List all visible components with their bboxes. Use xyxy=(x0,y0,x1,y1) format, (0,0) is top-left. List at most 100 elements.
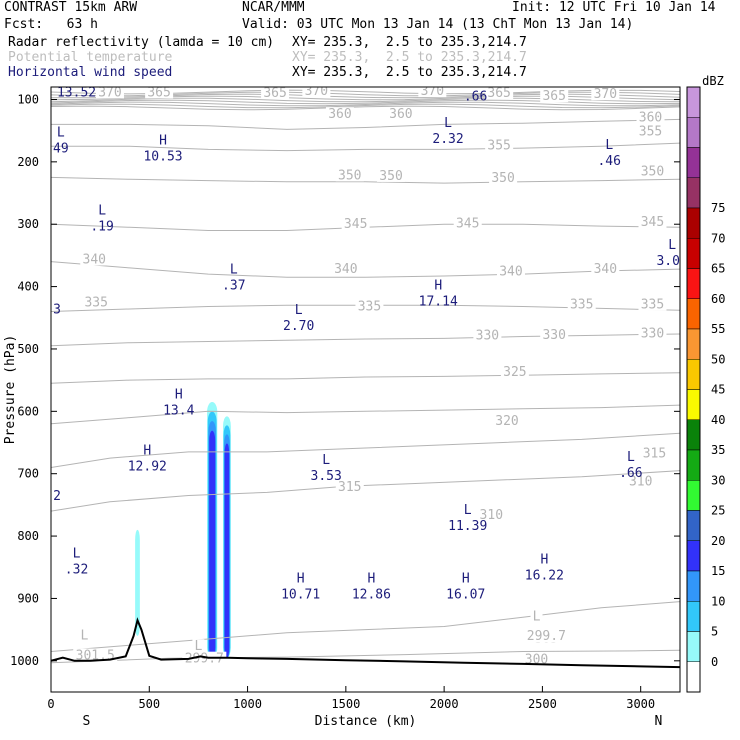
wind-extremum-type: H xyxy=(540,553,548,568)
colorbar-swatch xyxy=(686,419,701,451)
theta-label-bg xyxy=(355,299,384,313)
colorbar-level-label: 0 xyxy=(711,655,718,669)
colorbar-swatch xyxy=(686,570,701,602)
theta-label: 310 xyxy=(480,508,503,523)
colorbar-level-label: 50 xyxy=(711,352,725,366)
theta-label-bg xyxy=(522,652,551,666)
theta-label: 340 xyxy=(83,253,106,268)
wind-extremum-type: H xyxy=(175,387,183,402)
model-title: CONTRAST 15km ARW xyxy=(4,0,138,15)
theta-label: 350 xyxy=(641,165,664,180)
theta-label-bg xyxy=(591,87,620,101)
field2-xy: XY= 235.3, 2.5 to 235.3,214.7 xyxy=(292,50,527,65)
theta-label-bg xyxy=(638,326,667,340)
wind-extremum-value: 12.86 xyxy=(352,587,391,602)
x-axis-label: Distance (km) xyxy=(315,714,417,729)
wind-extremum-value: 3.03 xyxy=(656,254,687,269)
theta-label-bg xyxy=(386,107,415,121)
wind-extremum-type: H xyxy=(159,134,167,149)
wind-extremum-value: .66 xyxy=(619,466,642,481)
theta-label: 360 xyxy=(639,110,662,125)
colorbar-level-label: 60 xyxy=(711,292,725,306)
wind-extremum-value: .37 xyxy=(222,279,245,294)
wind-extremum-value: .46 xyxy=(597,154,620,169)
theta-label-bg xyxy=(341,216,370,230)
wind-extremum-type: H xyxy=(143,444,151,459)
field1-name: Radar reflectivity (lamda = 10 cm) xyxy=(8,35,275,50)
reflectivity-cell-1 xyxy=(209,430,216,658)
theta-label: 370 xyxy=(305,84,328,99)
colorbar-swatch xyxy=(686,449,701,481)
y-tick-label: 700 xyxy=(17,467,39,481)
colorbar-swatch xyxy=(686,359,701,390)
theta-label-bg xyxy=(145,87,174,99)
wind-extremum-value: 12.92 xyxy=(128,460,167,475)
theta-label: 360 xyxy=(389,107,412,122)
colorbar-level-label: 55 xyxy=(711,322,725,336)
theta-label: 325 xyxy=(503,365,526,380)
wind-extremum-value: 16.22 xyxy=(525,569,564,584)
terrain-line xyxy=(51,617,680,669)
colorbar-swatch xyxy=(686,238,701,269)
y-tick-label: 900 xyxy=(17,591,39,605)
theta-label-bg xyxy=(485,138,514,152)
theta-label-bg xyxy=(335,480,364,494)
theta-label-bg xyxy=(325,107,354,121)
y-tick-label: 300 xyxy=(17,217,39,231)
wind-extremum-value: 11.39 xyxy=(448,519,487,534)
theta-label-bg xyxy=(377,168,406,182)
theta-label: L xyxy=(533,609,541,624)
colorbar-swatch xyxy=(686,540,701,572)
theta-label: 345 xyxy=(641,215,664,230)
wind-extremum-type: L xyxy=(627,450,635,465)
wind-extremum-type: L xyxy=(668,238,676,253)
y-tick-label: 100 xyxy=(17,92,39,106)
theta-contour-350 xyxy=(51,176,680,184)
theta-label: 355 xyxy=(487,138,510,153)
theta-label-bg xyxy=(496,264,525,278)
colorbar-level-label: 20 xyxy=(711,534,725,548)
theta-contour-upper xyxy=(51,103,680,109)
theta-label-bg xyxy=(540,89,569,103)
y-tick-label: 600 xyxy=(17,404,39,418)
theta-label: 355 xyxy=(639,125,662,140)
colorbar-swatch xyxy=(686,661,701,693)
wind-extremum-value: 1.16 xyxy=(562,74,593,89)
y-tick-label: 400 xyxy=(17,280,39,294)
theta-contour-300 xyxy=(51,649,680,664)
x-end-label-right: N xyxy=(654,714,662,729)
theta-label: 365 xyxy=(147,85,170,100)
x-tick-label: 1500 xyxy=(331,697,360,711)
theta-label-bg xyxy=(636,110,665,124)
theta-label-bg xyxy=(335,168,364,182)
colorbar-swatch xyxy=(686,117,701,148)
theta-contour-315 xyxy=(51,432,680,468)
institution-label: NCAR/MMM xyxy=(242,0,305,15)
theta-label: 345 xyxy=(456,216,479,231)
x-tick-label: 500 xyxy=(138,697,160,711)
colorbar-frame xyxy=(686,86,701,693)
reflectivity-cell-2 xyxy=(224,443,230,658)
theta-label: 365 xyxy=(542,89,565,104)
wind-extremum-type: L xyxy=(444,116,452,131)
valid-time: Valid: 03 UTC Mon 13 Jan 14 (13 ChT Mon … xyxy=(242,17,634,32)
theta-label-bg xyxy=(302,87,331,98)
theta-contour-305 xyxy=(51,601,680,652)
wind-extremum-value: 13.52 xyxy=(57,85,96,100)
theta-label-bg xyxy=(261,87,290,99)
colorbar-level-label: 10 xyxy=(711,594,725,608)
theta-label: 299.7 xyxy=(527,629,566,644)
theta-label: 340 xyxy=(499,264,522,279)
wind-extremum-value: 3.53 xyxy=(311,469,342,484)
theta-label-bg xyxy=(626,474,655,488)
wind-extremum-value: 49 xyxy=(53,141,69,156)
theta-contour-330 xyxy=(51,333,680,347)
theta-label: 340 xyxy=(334,262,357,277)
y-axis-label: Pressure (hPa) xyxy=(3,335,18,445)
wind-extremum-edge: 2 xyxy=(53,489,61,504)
wind-extremum-type: L xyxy=(98,203,106,218)
field1-xy: XY= 235.3, 2.5 to 235.3,214.7 xyxy=(292,35,527,50)
colorbar-swatch xyxy=(686,268,701,299)
theta-label-bg xyxy=(567,297,596,311)
